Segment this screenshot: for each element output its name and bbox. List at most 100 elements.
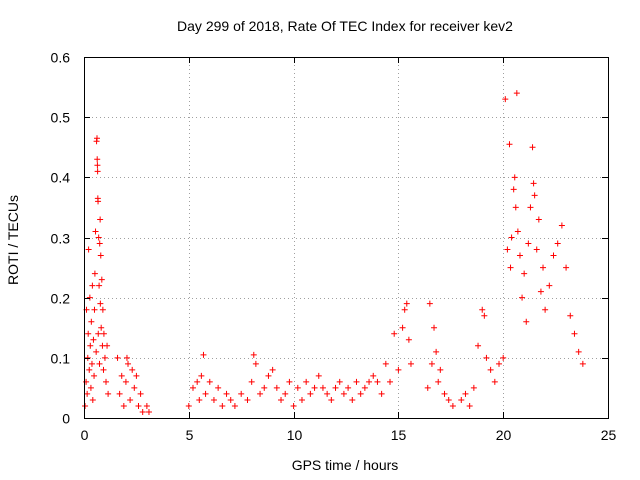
data-point — [89, 396, 96, 403]
data-point — [437, 366, 444, 373]
data-point — [328, 396, 335, 403]
data-point — [250, 351, 257, 358]
data-point — [395, 366, 402, 373]
data-point — [261, 384, 268, 391]
data-point — [475, 342, 482, 349]
data-point — [96, 282, 103, 289]
data-point — [387, 378, 394, 385]
data-point — [519, 294, 526, 301]
data-point — [529, 144, 536, 151]
data-point — [530, 180, 537, 187]
data-point — [336, 378, 343, 385]
data-point — [227, 396, 234, 403]
data-point — [86, 294, 93, 301]
data-point — [479, 306, 486, 313]
data-point — [332, 384, 339, 391]
data-point — [96, 240, 103, 247]
data-point — [435, 378, 442, 385]
data-point — [391, 330, 398, 337]
data-point — [506, 141, 513, 148]
data-point — [405, 336, 412, 343]
y-tick-label: 0.6 — [51, 50, 71, 66]
data-point — [401, 306, 408, 313]
y-tick-label: 0 — [62, 411, 70, 427]
data-point — [324, 390, 331, 397]
data-point — [278, 396, 285, 403]
data-point — [349, 396, 356, 403]
data-point — [481, 312, 488, 319]
data-point — [361, 384, 368, 391]
data-point — [510, 186, 517, 193]
data-point — [523, 318, 530, 325]
data-point — [87, 342, 94, 349]
data-point — [558, 222, 565, 229]
data-point — [96, 360, 103, 367]
data-point — [100, 330, 107, 337]
data-point — [554, 240, 561, 247]
data-point — [496, 360, 503, 367]
data-point — [84, 390, 91, 397]
data-point — [319, 384, 326, 391]
data-point — [118, 372, 125, 379]
x-tick-label: 0 — [81, 427, 89, 443]
data-point — [231, 402, 238, 409]
data-point — [315, 372, 322, 379]
data-point — [103, 378, 110, 385]
plot-frame — [84, 57, 609, 419]
data-point — [340, 390, 347, 397]
data-point — [407, 360, 414, 367]
data-point — [487, 366, 494, 373]
data-point — [311, 384, 318, 391]
data-point — [571, 330, 578, 337]
data-point — [470, 384, 477, 391]
data-point — [122, 378, 129, 385]
data-point — [445, 396, 452, 403]
data-point — [298, 396, 305, 403]
data-point — [85, 246, 92, 253]
data-point — [504, 246, 511, 253]
data-point — [540, 264, 547, 271]
data-point — [99, 306, 106, 313]
data-point — [374, 378, 381, 385]
data-point — [91, 306, 98, 313]
data-point — [116, 390, 123, 397]
data-point — [223, 390, 230, 397]
data-point — [101, 354, 108, 361]
data-point — [525, 240, 532, 247]
data-point — [100, 366, 107, 373]
data-point — [206, 378, 213, 385]
data-point — [215, 384, 222, 391]
data-point — [87, 384, 94, 391]
data-point — [403, 300, 410, 307]
data-point — [516, 252, 523, 259]
data-point — [238, 390, 245, 397]
grid-lines — [84, 57, 608, 418]
data-point — [563, 264, 570, 271]
data-point — [531, 192, 538, 199]
data-point — [537, 288, 544, 295]
data-point — [507, 264, 514, 271]
data-point — [514, 228, 521, 235]
data-point — [88, 318, 95, 325]
tick-labels: 0 5 10 15 20 25 0 0.1 0.2 0.3 0.4 0.5 0.6 — [51, 50, 617, 444]
data-point — [252, 360, 259, 367]
data-point — [137, 390, 144, 397]
data-point — [575, 348, 582, 355]
data-point — [127, 396, 134, 403]
data-point — [189, 384, 196, 391]
data-point — [94, 168, 101, 175]
data-point — [94, 156, 101, 163]
data-point — [123, 354, 130, 361]
data-point — [91, 270, 98, 277]
data-point — [133, 372, 140, 379]
data-point — [550, 252, 557, 259]
x-tick-label: 10 — [287, 427, 303, 443]
data-point — [265, 372, 272, 379]
data-point — [431, 324, 438, 331]
data-point — [462, 390, 469, 397]
data-point — [382, 360, 389, 367]
data-point — [303, 378, 310, 385]
data-point — [98, 276, 105, 283]
data-point — [202, 390, 209, 397]
data-point — [86, 366, 93, 373]
